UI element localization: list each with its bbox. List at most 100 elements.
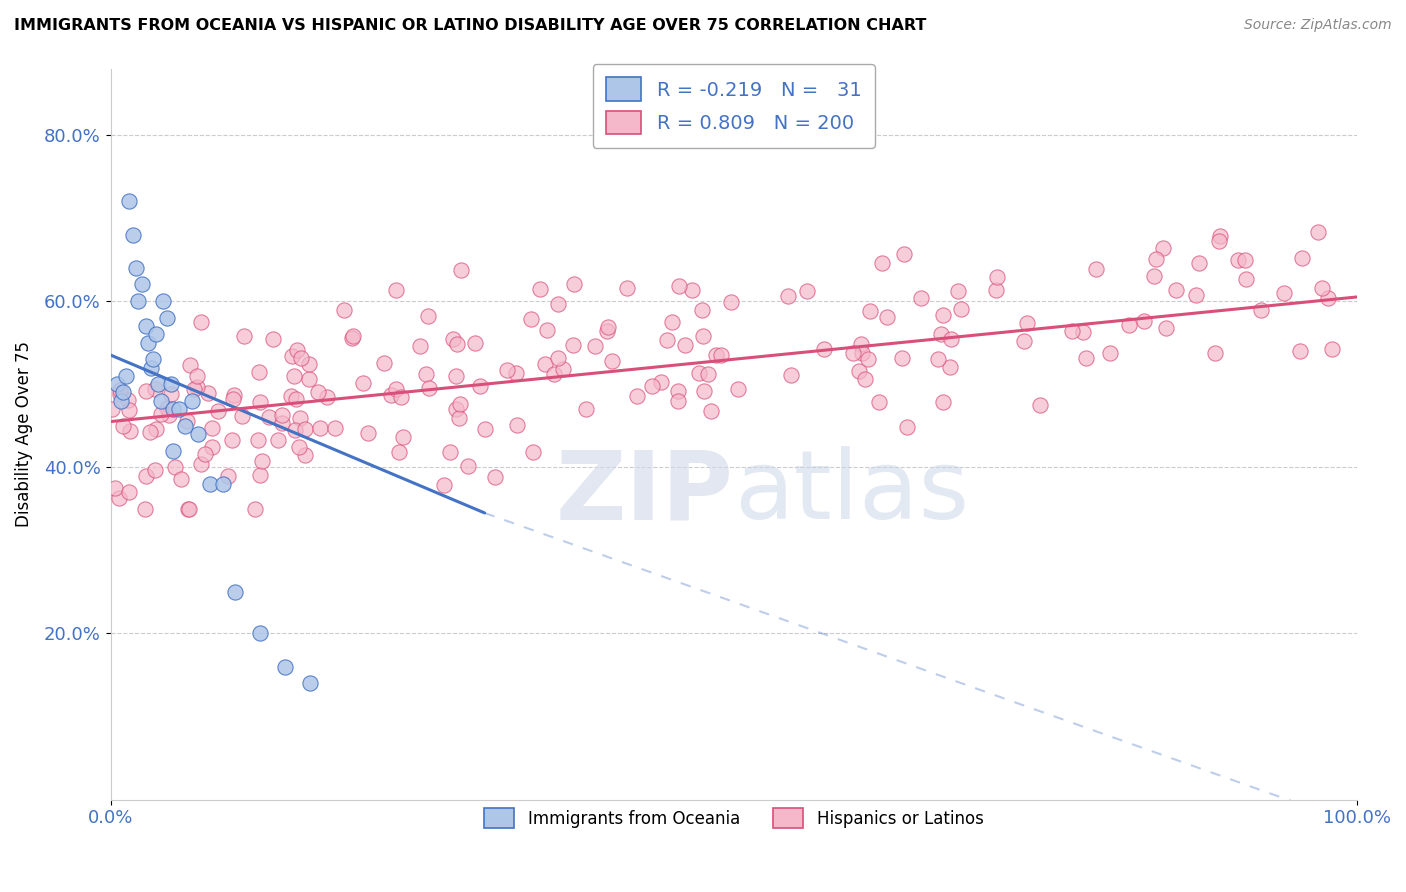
Point [1164, 283, 1187, 297]
Point [564, 277, 586, 292]
Point [179, 358, 201, 372]
Point [562, 337, 585, 351]
Point [536, 323, 558, 337]
Point [1209, 229, 1232, 244]
Point [416, 310, 439, 324]
Point [200, 476, 222, 491]
Point [464, 335, 486, 350]
Point [257, 410, 280, 425]
Point [247, 365, 270, 379]
Point [853, 372, 876, 386]
Point [851, 346, 873, 360]
Point [910, 291, 932, 305]
Point [446, 336, 468, 351]
Point [118, 194, 141, 209]
Point [309, 421, 332, 435]
Point [162, 402, 184, 417]
Point [1118, 318, 1140, 332]
Point [666, 394, 689, 409]
Point [727, 382, 749, 396]
Point [896, 420, 918, 434]
Point [522, 445, 544, 459]
Point [221, 433, 243, 447]
Point [159, 387, 181, 401]
Point [186, 369, 208, 384]
Point [183, 382, 205, 396]
Point [283, 369, 305, 384]
Point [449, 397, 471, 411]
Point [357, 426, 380, 441]
Point [176, 501, 198, 516]
Point [107, 491, 129, 506]
Point [1029, 397, 1052, 411]
Point [1071, 325, 1094, 339]
Point [1152, 241, 1174, 255]
Point [231, 409, 253, 423]
Point [135, 384, 157, 398]
Point [307, 385, 329, 400]
Point [118, 402, 141, 417]
Point [274, 659, 297, 673]
Point [145, 327, 167, 342]
Point [778, 289, 800, 303]
Point [986, 283, 1008, 297]
Point [222, 392, 245, 406]
Point [447, 411, 470, 425]
Point [201, 441, 224, 455]
Point [187, 427, 209, 442]
Point [280, 389, 302, 403]
Point [200, 421, 222, 435]
Point [655, 333, 678, 347]
Point [600, 354, 623, 368]
Point [470, 378, 492, 392]
Point [949, 302, 972, 317]
Point [340, 331, 363, 345]
Point [247, 433, 270, 447]
Point [142, 352, 165, 367]
Point [1317, 291, 1340, 305]
Point [1208, 234, 1230, 248]
Point [385, 283, 408, 297]
Point [690, 303, 713, 318]
Point [668, 279, 690, 293]
Point [271, 416, 294, 430]
Point [941, 332, 963, 346]
Point [146, 377, 169, 392]
Point [139, 360, 162, 375]
Point [143, 382, 166, 396]
Point [190, 315, 212, 329]
Point [986, 270, 1008, 285]
Point [450, 262, 472, 277]
Point [939, 359, 962, 374]
Point [696, 367, 718, 381]
Point [212, 476, 235, 491]
Point [842, 346, 865, 360]
Point [124, 260, 146, 275]
Point [1308, 225, 1330, 239]
Point [290, 351, 312, 365]
Point [284, 424, 307, 438]
Point [641, 379, 664, 393]
Point [134, 501, 156, 516]
Text: ZIP: ZIP [555, 446, 734, 539]
Point [1017, 316, 1039, 330]
Point [1272, 285, 1295, 300]
Point [457, 459, 479, 474]
Point [156, 401, 179, 416]
Point [392, 430, 415, 444]
Point [224, 585, 246, 599]
Point [505, 417, 527, 432]
Point [596, 324, 619, 338]
Point [1143, 268, 1166, 283]
Point [112, 418, 135, 433]
Point [332, 303, 354, 318]
Point [170, 472, 193, 486]
Point [474, 422, 496, 436]
Point [1234, 253, 1257, 268]
Point [108, 383, 131, 397]
Point [288, 440, 311, 454]
Point [135, 319, 157, 334]
Point [224, 388, 246, 402]
Point [262, 332, 284, 346]
Point [415, 368, 437, 382]
